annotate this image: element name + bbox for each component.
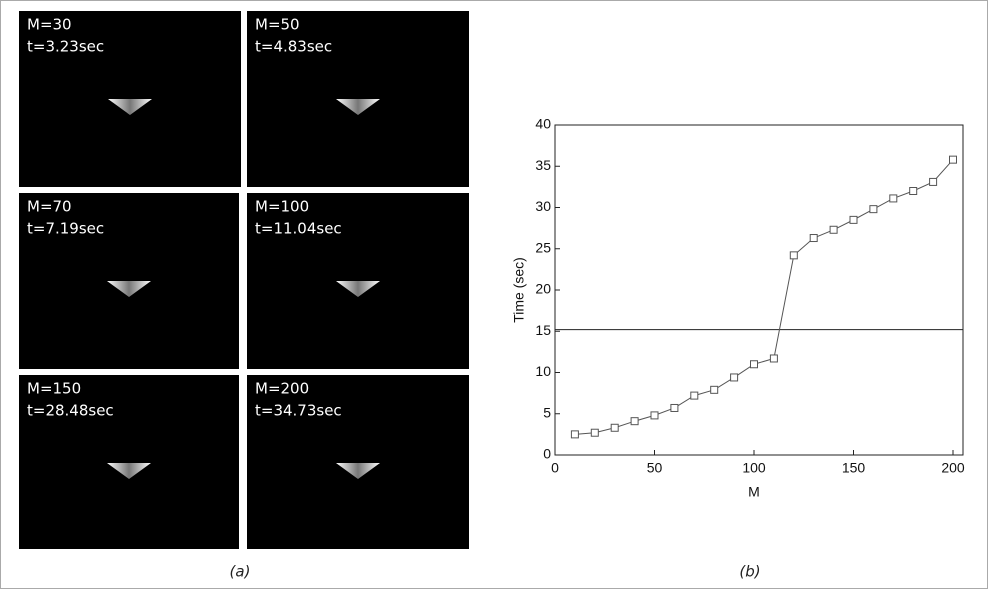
marker (850, 216, 857, 223)
y-tick-label: 30 (535, 198, 551, 214)
panel-label: t=34.73sec (255, 402, 342, 420)
y-tick-label: 15 (535, 322, 551, 338)
y-axis-label: Time (sec) (511, 257, 527, 323)
marker (691, 392, 698, 399)
panel-label: M=50 (255, 16, 300, 34)
y-tick-label: 0 (543, 446, 551, 462)
marker (631, 418, 638, 425)
caption-a: (a) (230, 563, 251, 581)
caption-b: (b) (739, 563, 760, 581)
plot-area (555, 125, 963, 455)
marker (671, 404, 678, 411)
y-tick-label: 35 (535, 157, 551, 173)
y-tick-label: 10 (535, 363, 551, 379)
panel-label: M=200 (255, 380, 309, 398)
x-tick-label: 100 (742, 460, 766, 476)
marker (810, 235, 817, 242)
panel-label: t=11.04sec (255, 220, 342, 238)
panel-label: t=28.48sec (27, 402, 114, 420)
marker (611, 424, 618, 431)
x-tick-label: 200 (941, 460, 965, 476)
panel-label: M=100 (255, 198, 309, 216)
marker (890, 195, 897, 202)
panel-label: t=3.23sec (27, 38, 104, 56)
panel-label: M=150 (27, 380, 81, 398)
marker (651, 412, 658, 419)
panel-label: t=4.83sec (255, 38, 332, 56)
marker (770, 355, 777, 362)
marker (950, 156, 957, 163)
y-tick-label: 5 (543, 404, 551, 420)
marker (910, 188, 917, 195)
panel-label: M=30 (27, 16, 72, 34)
marker (830, 226, 837, 233)
marker (751, 361, 758, 368)
figure: (a) (b) M=30 t=3.23sec M=50 t=4.83sec M=70 t=… (0, 0, 988, 589)
marker (870, 206, 877, 213)
x-tick-label: 50 (647, 460, 663, 476)
panel-label: M=70 (27, 198, 72, 216)
marker (571, 431, 578, 438)
x-axis-label: M (748, 484, 760, 500)
x-tick-label: 150 (842, 460, 866, 476)
y-tick-label: 20 (535, 281, 551, 297)
y-tick-label: 25 (535, 239, 551, 255)
marker (790, 252, 797, 259)
marker (731, 374, 738, 381)
marker (930, 178, 937, 185)
y-tick-label: 40 (535, 116, 551, 132)
marker (591, 429, 598, 436)
x-tick-label: 0 (551, 460, 559, 476)
marker (711, 386, 718, 393)
panel-label: t=7.19sec (27, 220, 104, 238)
